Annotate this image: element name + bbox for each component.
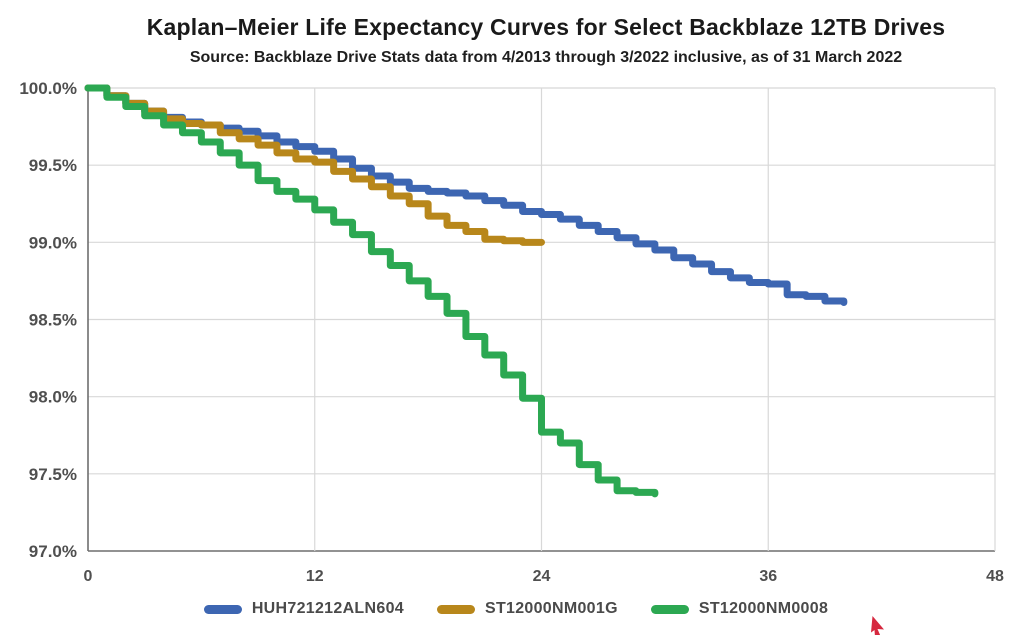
y-tick-label: 98.5% bbox=[29, 311, 77, 330]
legend-swatch-green-icon bbox=[650, 604, 689, 614]
legend-item-st12000nm001g: ST12000NM001G bbox=[436, 600, 618, 618]
y-tick-label: 99.5% bbox=[29, 156, 77, 175]
y-tick-label: 99.0% bbox=[29, 233, 77, 252]
legend-item-st12000nm0008: ST12000NM0008 bbox=[650, 600, 829, 618]
x-tick-label: 24 bbox=[533, 568, 551, 585]
y-tick-label: 98.0% bbox=[29, 388, 77, 407]
y-tick-label: 100.0% bbox=[19, 79, 77, 98]
legend-swatch-blue-icon bbox=[203, 604, 242, 614]
mouse-cursor-icon bbox=[871, 616, 884, 635]
legend-swatch-gold-icon bbox=[436, 604, 475, 614]
x-tick-label: 36 bbox=[759, 568, 777, 585]
series-curve-st12000nm0008 bbox=[84, 84, 659, 498]
legend-label: ST12000NM0008 bbox=[698, 600, 829, 617]
y-tick-label: 97.0% bbox=[29, 542, 77, 561]
y-tick-label: 97.5% bbox=[29, 465, 77, 484]
x-tick-label: 12 bbox=[306, 568, 324, 585]
legend-label: ST12000NM001G bbox=[484, 600, 618, 617]
chart-legend: HUH721212ALN604 ST12000NM001G ST12000NM0… bbox=[4, 600, 1024, 618]
x-tick-label: 48 bbox=[986, 568, 1004, 585]
legend-item-huh721212aln604: HUH721212ALN604 bbox=[203, 600, 404, 618]
legend-label: HUH721212ALN604 bbox=[251, 600, 404, 617]
x-tick-label: 0 bbox=[84, 568, 93, 585]
